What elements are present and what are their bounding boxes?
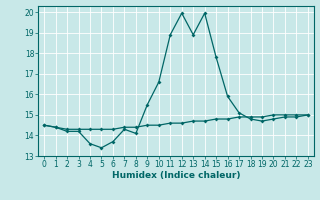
X-axis label: Humidex (Indice chaleur): Humidex (Indice chaleur) (112, 171, 240, 180)
